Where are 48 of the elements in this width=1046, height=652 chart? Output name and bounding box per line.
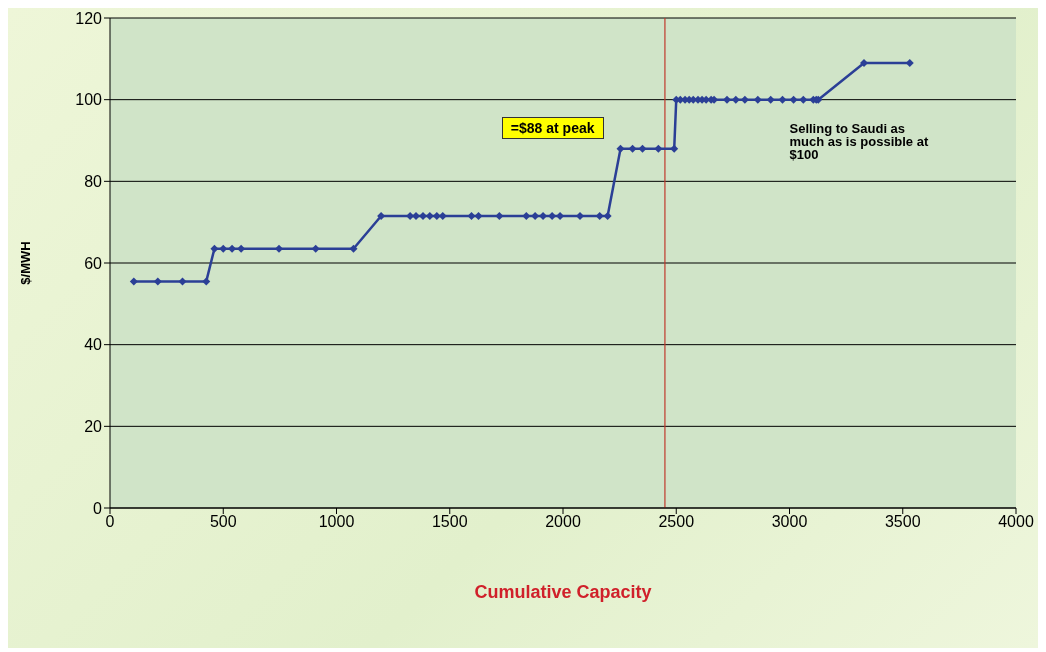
y-tick-label: 40 <box>84 336 103 354</box>
point <box>210 244 219 253</box>
y-axis-title: $/MWH <box>17 241 33 285</box>
x-tick-label: 500 <box>209 513 237 531</box>
point <box>237 244 246 253</box>
point <box>753 95 762 104</box>
point <box>670 144 679 153</box>
point <box>638 144 647 153</box>
point <box>595 212 604 221</box>
point <box>766 95 775 104</box>
point <box>778 95 787 104</box>
point <box>311 244 320 253</box>
x-tick-label: 3500 <box>884 513 921 531</box>
point <box>153 277 162 286</box>
x-tick-label: 2000 <box>545 513 581 531</box>
point <box>467 212 476 221</box>
point <box>129 277 138 286</box>
point <box>178 277 187 286</box>
point <box>474 212 483 221</box>
point <box>412 212 420 221</box>
x-tick-label: 3000 <box>771 513 808 531</box>
point <box>522 212 531 221</box>
y-tick-label: 120 <box>75 9 103 27</box>
point <box>603 212 612 221</box>
y-tick-label: 80 <box>84 173 103 191</box>
x-tick-label: 1000 <box>318 513 355 531</box>
x-tick-label: 0 <box>105 513 115 531</box>
x-tick-label: 4000 <box>998 513 1034 531</box>
point <box>654 144 663 153</box>
point <box>219 244 228 253</box>
point <box>495 212 504 221</box>
annotation: Selling to Saudi as much as is possible at $100 <box>789 120 930 162</box>
point <box>349 244 358 253</box>
point <box>202 277 211 286</box>
y-tick-label: 60 <box>84 254 103 272</box>
point <box>628 144 637 153</box>
point <box>789 95 798 104</box>
x-tick-label: 1500 <box>431 513 468 531</box>
point <box>616 144 625 153</box>
annotation: =$88 at peak <box>501 117 604 140</box>
y-tick-label: 20 <box>84 418 103 436</box>
y-tick-label: 0 <box>93 499 103 517</box>
point <box>740 95 749 104</box>
point <box>731 95 740 104</box>
y-tick-label: 100 <box>75 91 103 109</box>
x-axis-title: Cumulative Capacity <box>474 582 652 602</box>
point <box>799 95 808 104</box>
x-tick-label: 2500 <box>658 513 695 531</box>
